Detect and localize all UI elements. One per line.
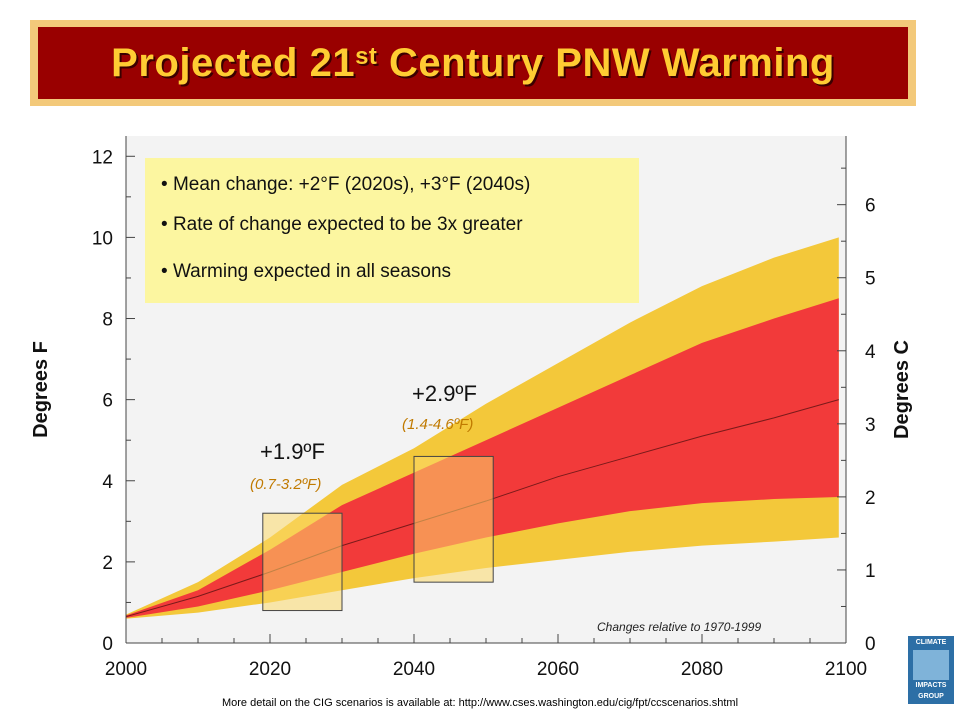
x-tick-label: 2020 xyxy=(249,659,291,680)
highlight-box-2020s xyxy=(262,512,343,612)
y-tick-label-left: 4 xyxy=(102,472,113,493)
annotation-2040s-value: +2.9ºF xyxy=(412,381,477,406)
relative-note: Changes relative to 1970-1999 xyxy=(597,620,762,634)
x-tick-label: 2040 xyxy=(393,659,435,680)
annotation-2040s-range: (1.4-4.6ºF) xyxy=(402,416,474,433)
highlight-box-2040s xyxy=(413,455,494,583)
page-title: Projected 21st Century PNW Warming xyxy=(111,41,835,86)
y-tick-label-right: 2 xyxy=(865,488,876,509)
y-tick-label-left: 0 xyxy=(102,634,113,655)
title-superscript: st xyxy=(355,42,378,70)
logo-line-1: CLIMATE xyxy=(915,639,947,646)
y-tick-label-right: 4 xyxy=(865,342,876,363)
y-tick-label-left: 10 xyxy=(92,228,113,249)
y-axis-title-right: Degrees C xyxy=(891,340,913,439)
annotation-2020s-value: +1.9ºF xyxy=(260,439,325,464)
y-tick-label-right: 3 xyxy=(865,415,876,436)
y-tick-label-right: 1 xyxy=(865,561,876,582)
y-tick-label-left: 6 xyxy=(102,391,113,412)
x-tick-label: 2060 xyxy=(537,659,579,680)
y-tick-label-right: 5 xyxy=(865,269,876,290)
climate-impacts-group-logo: CLIMATE IMPACTS GROUP xyxy=(908,636,954,704)
y-tick-label-left: 12 xyxy=(92,147,113,168)
y-tick-label-left: 2 xyxy=(102,553,113,574)
y-tick-label-left: 8 xyxy=(102,310,113,331)
x-tick-label: 2000 xyxy=(105,659,147,680)
logo-mountain-icon xyxy=(913,649,949,680)
title-banner: Projected 21st Century PNW Warming xyxy=(30,20,916,106)
callout-bullet: • Warming expected in all seasons xyxy=(161,261,452,282)
callout-bullet: • Rate of change expected to be 3x great… xyxy=(161,214,523,235)
y-axis-title-left: Degrees F xyxy=(30,341,52,438)
y-tick-label-right: 6 xyxy=(865,196,876,217)
logo-line-2: IMPACTS xyxy=(915,682,947,690)
annotation-2020s-range: (0.7-3.2ºF) xyxy=(250,476,322,493)
callout-box: • Mean change: +2°F (2020s), +3°F (2040s… xyxy=(145,158,639,303)
y-tick-label-right: 0 xyxy=(865,634,876,655)
callout-bullet-text: Mean change: +2°F (2020s), +3°F (2040s) xyxy=(172,174,531,195)
x-tick-label: 2100 xyxy=(825,659,867,680)
title-main: Projected 21 xyxy=(111,40,356,85)
callout-bullet-text: Rate of change expected to be 3x greater xyxy=(172,214,523,235)
callout-bullet-text: Warming expected in all seasons xyxy=(172,261,452,282)
footer-note: More detail on the CIG scenarios is avai… xyxy=(221,697,739,709)
logo-line-3: GROUP xyxy=(918,692,944,700)
callout-bullet: • Mean change: +2°F (2020s), +3°F (2040s… xyxy=(161,174,531,195)
x-tick-label: 2080 xyxy=(681,659,723,680)
title-inner: Projected 21st Century PNW Warming xyxy=(38,27,908,99)
title-rest: Century PNW Warming xyxy=(377,40,835,85)
